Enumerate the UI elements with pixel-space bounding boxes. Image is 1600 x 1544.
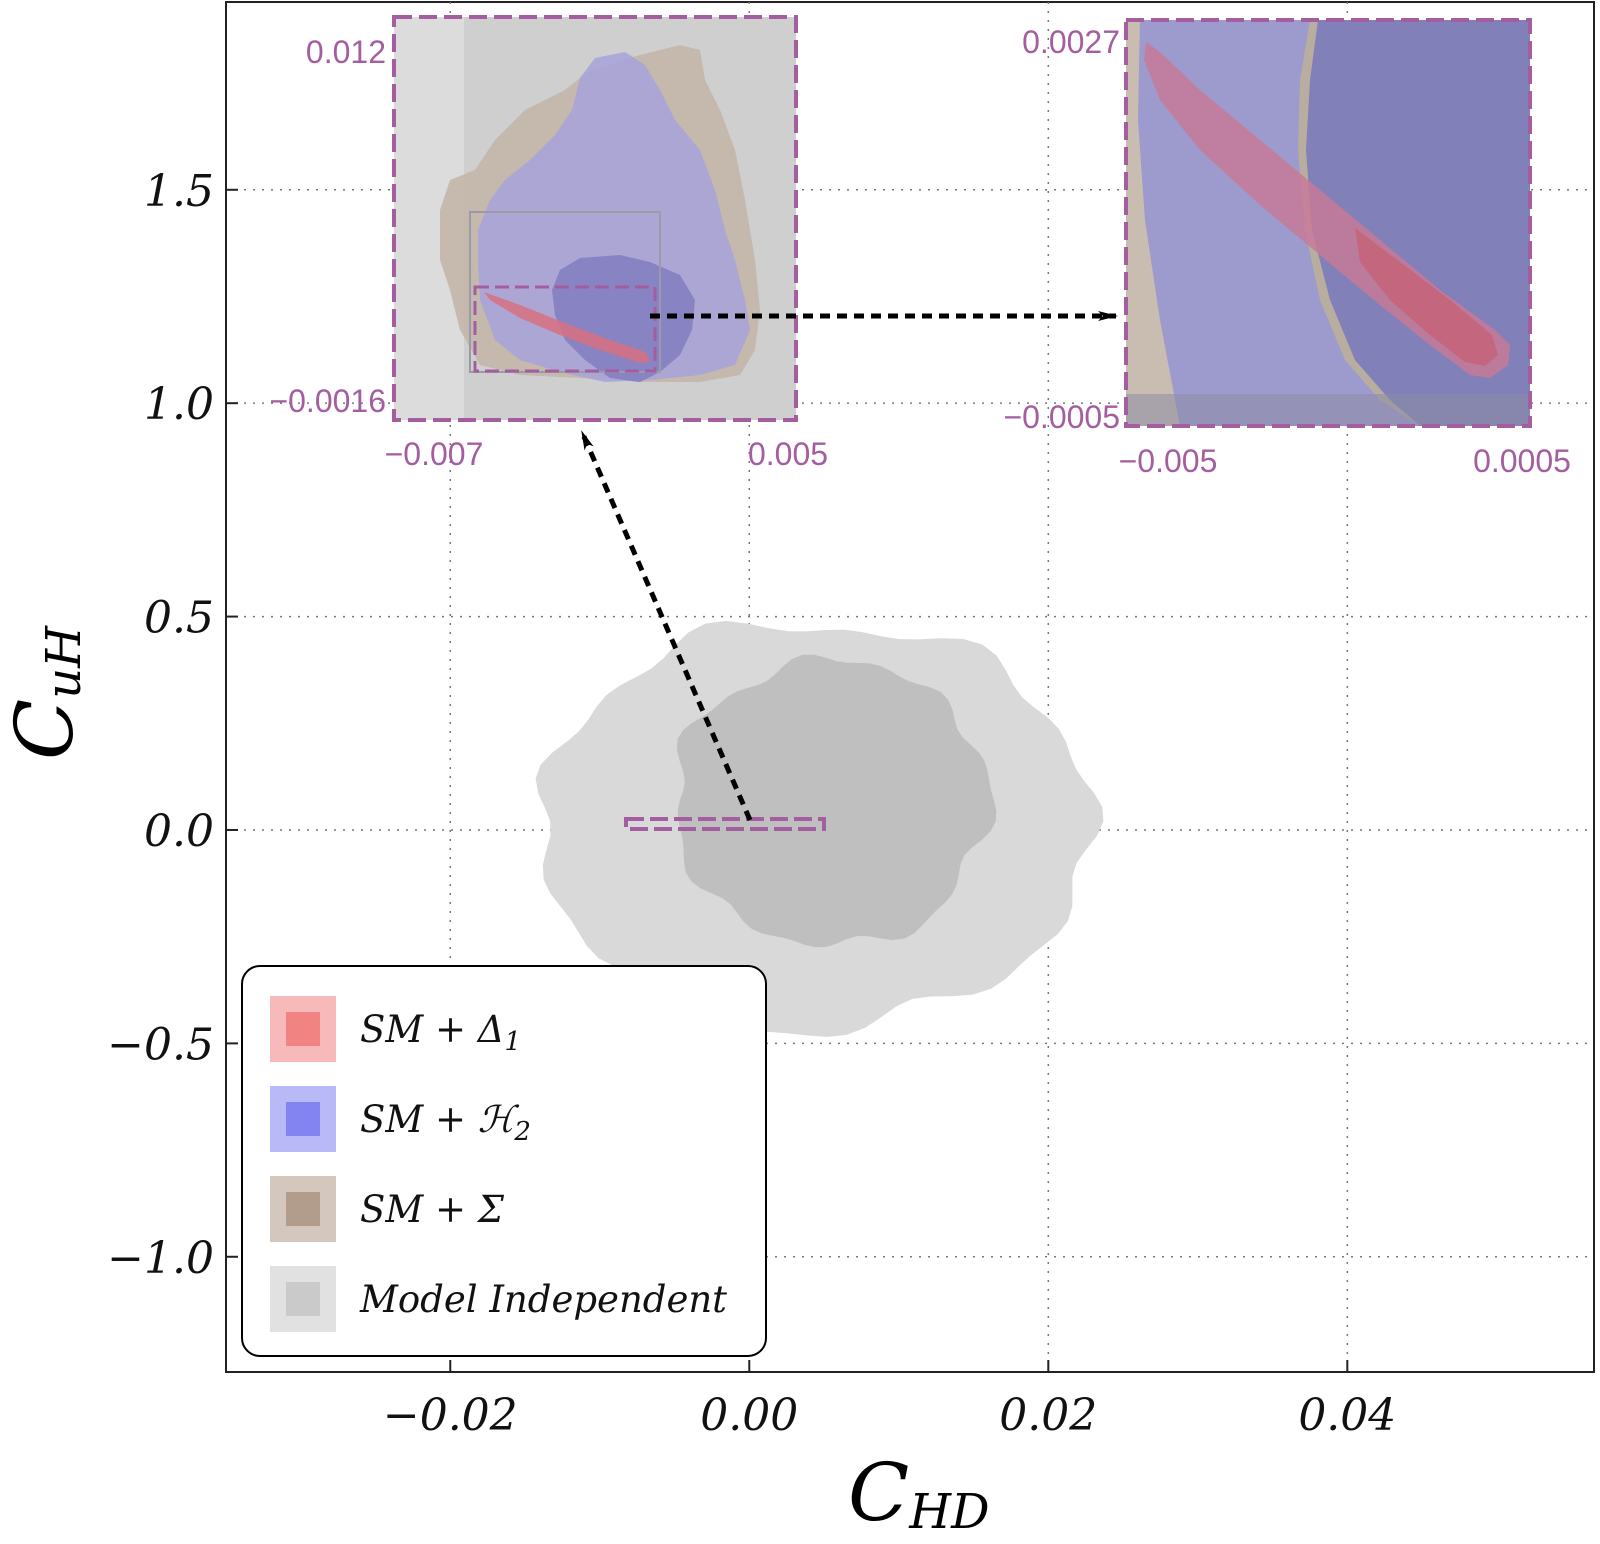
inset-2-bottom-band <box>1126 394 1530 426</box>
inset-2-y-max-label: 0.0027 <box>1022 24 1120 60</box>
legend-swatch-inner <box>286 1012 320 1046</box>
inset-2: 0.0027 −0.0005 −0.005 0.0005 <box>1003 18 1571 479</box>
inset-1-x-max-label: 0.005 <box>748 436 828 472</box>
inset-2-x-min-label: −0.005 <box>1119 443 1218 479</box>
inset-1-frame <box>392 15 798 422</box>
legend-label: SM + ℋ2 <box>360 1098 531 1147</box>
legend-swatch-inner <box>286 1192 320 1226</box>
legend-label: Model Independent <box>359 1278 727 1321</box>
legend: SM + Δ1 SM + ℋ2 SM + Σ Model Independent <box>241 965 767 1357</box>
inset-2-x-max-label: 0.0005 <box>1473 443 1571 479</box>
y-tick-label: 1.0 <box>144 379 214 430</box>
inset-2-frame <box>1124 18 1532 428</box>
legend-label: SM + Σ <box>360 1188 505 1231</box>
inset-1-y-min-label: −0.0016 <box>269 383 386 419</box>
legend-label: SM + Δ1 <box>360 1008 521 1057</box>
zoom-arrow-1 <box>579 430 753 821</box>
legend-box <box>241 965 767 1357</box>
y-tick-label: 0.0 <box>144 806 214 857</box>
inset-1-x-min-label: −0.007 <box>385 436 484 472</box>
y-axis-label: CuH <box>0 625 92 760</box>
y-axis-ticks: 1.5 1.0 0.5 0.0 −0.5 −1.0 <box>107 166 238 1284</box>
x-tick-label: 0.02 <box>999 1390 1097 1441</box>
y-tick-label: 1.5 <box>144 166 214 217</box>
inset-1-delta-region <box>484 292 650 363</box>
inset-2-sigma-band <box>1126 20 1180 426</box>
x-axis-label: CHD <box>848 1446 990 1540</box>
x-tick-label: 0.00 <box>700 1390 798 1441</box>
x-axis-ticks: −0.02 0.00 0.02 0.04 <box>383 1360 1396 1441</box>
y-tick-label: −1.0 <box>107 1233 214 1284</box>
inset-1-y-max-label: 0.012 <box>306 34 386 70</box>
legend-swatch-inner <box>286 1102 320 1136</box>
inset-2-y-min-label: −0.0005 <box>1003 399 1120 435</box>
x-tick-label: 0.04 <box>1298 1390 1396 1441</box>
inset-1: 0.012 −0.0016 −0.007 0.005 <box>269 15 828 472</box>
y-tick-label: 0.5 <box>144 593 214 644</box>
y-tick-label: −0.5 <box>107 1019 214 1070</box>
contour-group <box>535 620 1104 1037</box>
legend-swatch-inner <box>286 1282 320 1316</box>
model-independent-inner-contour <box>676 654 997 948</box>
inset-2-delta-inner <box>1355 228 1498 366</box>
zoom-region-marker <box>624 817 826 831</box>
x-tick-label: −0.02 <box>383 1390 518 1441</box>
inset-1-zoom-marker <box>473 285 657 373</box>
